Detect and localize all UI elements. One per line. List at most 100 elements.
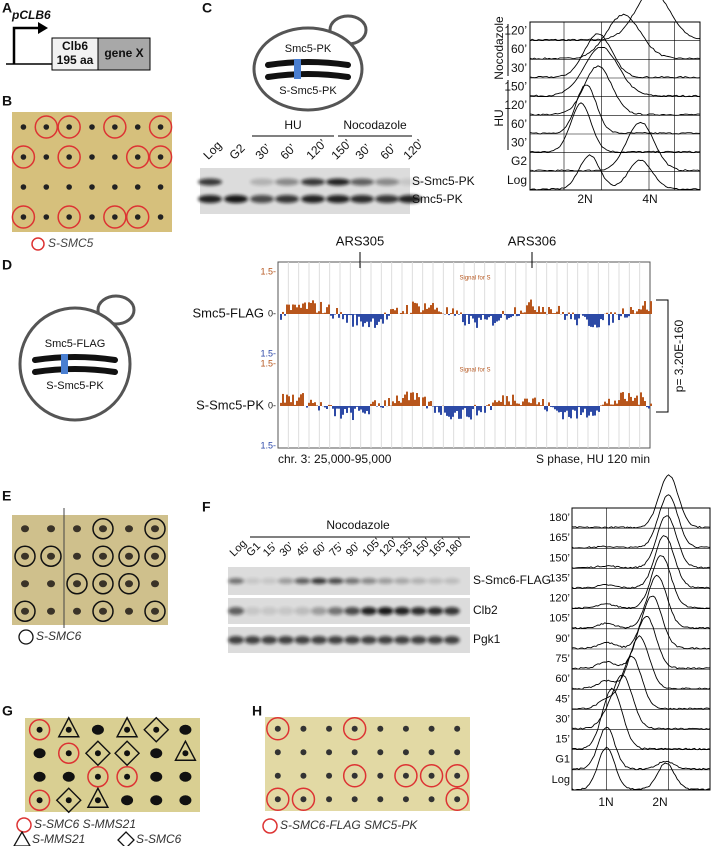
signal-bar xyxy=(462,314,464,323)
signal-bar xyxy=(562,406,564,420)
colony xyxy=(151,607,159,615)
band xyxy=(228,607,244,615)
signal-bar xyxy=(396,307,398,314)
cell-label: Smc5-PK xyxy=(285,43,332,55)
colony xyxy=(47,552,55,560)
colony xyxy=(89,124,95,130)
signal-bar xyxy=(568,312,570,314)
colony xyxy=(125,607,133,615)
signal-bar xyxy=(534,310,536,314)
signal-bar xyxy=(644,301,646,314)
colony xyxy=(300,796,307,803)
marker-circle xyxy=(57,115,81,139)
signal-bar xyxy=(524,312,526,314)
signal-bar xyxy=(456,310,458,314)
signal-bar xyxy=(632,309,634,314)
colony xyxy=(150,795,163,806)
signal-bar xyxy=(418,306,420,314)
signal-bar xyxy=(314,402,316,406)
band xyxy=(311,578,327,584)
signal-bar xyxy=(320,402,322,406)
lane-label: 30’ xyxy=(352,141,373,162)
marker-circle xyxy=(342,717,367,741)
signal-bar xyxy=(642,305,644,314)
cell xyxy=(18,306,132,422)
facs-trace xyxy=(571,635,711,690)
signal-bar xyxy=(620,314,622,317)
signal-bar xyxy=(466,314,468,315)
cell-label: Smc5-FLAG xyxy=(45,338,106,350)
signal-bar xyxy=(450,313,452,314)
fusion-label: Clb6 xyxy=(62,39,88,53)
colony xyxy=(326,772,333,779)
signal-bar xyxy=(326,307,328,314)
legend-label: S-SMC6 xyxy=(136,832,182,846)
marker-circle xyxy=(419,764,444,788)
facs-row-label: 60’ xyxy=(555,673,570,685)
signal-bar xyxy=(542,307,544,314)
signal-bar xyxy=(394,310,396,314)
signal-bar xyxy=(526,305,528,314)
signal-bar xyxy=(292,394,294,406)
facs-row-label: 30’ xyxy=(511,136,527,150)
colony xyxy=(157,184,164,190)
signal-bar xyxy=(504,404,506,406)
signal-bar xyxy=(474,314,476,323)
colony xyxy=(47,607,55,615)
signal-bar xyxy=(536,404,538,406)
signal-bar xyxy=(434,309,436,314)
promoter-arrow xyxy=(12,26,40,64)
facs-row-label: 165’ xyxy=(549,532,570,544)
signal-bar xyxy=(310,302,312,314)
colony xyxy=(125,525,133,533)
colony xyxy=(47,580,55,588)
signal-bar xyxy=(326,406,328,409)
colony xyxy=(112,184,118,190)
signal-bar xyxy=(306,406,308,408)
signal-bar xyxy=(426,406,428,409)
band xyxy=(327,636,344,644)
signal-bar xyxy=(582,314,584,316)
signal-bar xyxy=(284,314,286,316)
signal-bar xyxy=(452,406,454,417)
signal-bar xyxy=(362,314,364,327)
signal-bar xyxy=(348,314,350,316)
band xyxy=(277,578,294,584)
signal-bar xyxy=(594,314,596,325)
colony xyxy=(20,184,27,190)
band xyxy=(350,178,374,186)
signal-bar xyxy=(374,400,376,406)
signal-bar xyxy=(510,404,512,406)
facs-row-label: 75’ xyxy=(555,653,570,665)
facs-row-label: 180’ xyxy=(549,512,570,524)
chromosome xyxy=(265,59,351,68)
signal-bar xyxy=(362,406,364,413)
plate xyxy=(12,112,172,232)
signal-bar xyxy=(424,396,426,406)
lane-label: 120’ xyxy=(303,136,329,162)
facs-row-label: 120’ xyxy=(504,98,527,112)
signal-bar xyxy=(534,397,536,406)
colony xyxy=(454,749,461,756)
track-label: Smc5-FLAG xyxy=(192,305,264,320)
marker-circle xyxy=(394,764,418,788)
colony xyxy=(157,124,164,130)
facs-row-label: 60’ xyxy=(511,42,527,56)
band xyxy=(394,607,410,615)
band xyxy=(250,178,274,186)
signal-bar xyxy=(314,303,316,314)
signal-bar xyxy=(388,314,390,316)
signal-bar xyxy=(610,404,612,406)
lane-label: 15’ xyxy=(261,540,280,559)
band xyxy=(377,578,394,584)
signal-bar xyxy=(614,400,616,406)
signal-bar xyxy=(412,392,414,406)
colony xyxy=(73,552,81,560)
signal-bar xyxy=(506,396,508,406)
band xyxy=(377,636,394,644)
signal-bar xyxy=(330,314,332,316)
colony xyxy=(300,772,307,779)
signal-bar xyxy=(528,402,530,406)
lane-label: 60’ xyxy=(311,540,330,559)
band xyxy=(443,607,460,615)
